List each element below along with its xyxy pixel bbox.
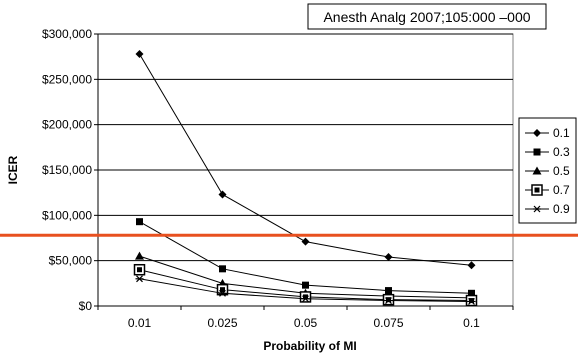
series-0-1 xyxy=(135,49,476,270)
legend-item: 0.1 xyxy=(525,126,570,140)
x-tick-label: 0.075 xyxy=(373,316,403,330)
x-tick-label: 0.05 xyxy=(294,316,318,330)
x-axis-title: Probability of MI xyxy=(263,339,356,353)
data-point xyxy=(467,261,476,270)
legend-label: 0.1 xyxy=(553,126,570,140)
x-axis-ticks: 0.01 0.025 0.05 0.075 0.1 xyxy=(97,34,514,330)
data-point-inner xyxy=(220,287,225,293)
data-point xyxy=(301,295,310,303)
data-point xyxy=(135,49,144,58)
x-tick-label: 0.1 xyxy=(463,316,480,330)
y-axis-title: ICER xyxy=(6,155,20,184)
series-layer xyxy=(133,49,478,307)
y-tick-label: $50,000 xyxy=(49,254,93,268)
citation-text: Anesth Analg 2007;105:000 –000 xyxy=(323,9,530,25)
legend-marker xyxy=(533,148,541,156)
x-tick-label: 0.025 xyxy=(207,316,237,330)
data-point-inner xyxy=(386,297,391,303)
data-point xyxy=(302,281,309,289)
star-stroke xyxy=(468,298,475,305)
data-point xyxy=(385,287,392,295)
data-point-inner xyxy=(137,267,142,273)
legend-marker xyxy=(533,205,541,213)
y-tick-label: $150,000 xyxy=(42,163,92,177)
legend-label: 0.7 xyxy=(553,183,570,197)
legend-item: 0.3 xyxy=(525,145,570,159)
legend-marker-inner xyxy=(534,187,540,193)
star-stroke xyxy=(385,297,392,304)
legend: 0.1 0.3 0.5 0.7 0.9 xyxy=(525,126,570,216)
data-point xyxy=(467,298,476,305)
gridlines xyxy=(98,33,513,262)
series-0-9 xyxy=(135,275,476,305)
legend-item: 0.7 xyxy=(525,183,570,197)
data-point xyxy=(219,265,226,273)
data-point xyxy=(384,297,393,304)
data-point xyxy=(218,190,227,199)
y-tick-label: $300,000 xyxy=(42,27,92,41)
data-point xyxy=(301,237,310,246)
data-point-inner xyxy=(303,294,308,300)
series-0-3 xyxy=(136,218,475,297)
x-tick-label: 0.01 xyxy=(128,316,152,330)
y-tick-label: $100,000 xyxy=(42,208,92,222)
star-stroke xyxy=(302,295,309,303)
series-0-7 xyxy=(133,263,478,307)
y-axis-ticks: $0 $50,000 $100,000 $150,000 $200,000 $250,00… xyxy=(42,27,98,313)
legend-label: 0.3 xyxy=(553,145,570,159)
data-point-inner xyxy=(469,298,474,304)
legend-marker xyxy=(533,129,541,137)
data-point xyxy=(136,218,143,226)
star-stroke xyxy=(136,275,143,283)
citation-box xyxy=(307,3,547,30)
y-tick-label: $200,000 xyxy=(42,118,92,132)
legend-label: 0.5 xyxy=(553,164,570,178)
y-tick-label: $250,000 xyxy=(42,72,92,86)
legend-item: 0.9 xyxy=(525,202,570,216)
star-stroke xyxy=(219,289,226,297)
data-point xyxy=(218,289,227,297)
star-stroke xyxy=(533,205,541,213)
legend-label: 0.9 xyxy=(553,202,570,216)
y-tick-label: $0 xyxy=(79,299,93,313)
legend-item: 0.5 xyxy=(525,164,570,178)
data-point xyxy=(384,253,393,262)
legend-marker xyxy=(532,166,542,175)
data-point xyxy=(135,275,144,283)
data-point xyxy=(135,251,144,260)
data-point xyxy=(468,289,475,297)
